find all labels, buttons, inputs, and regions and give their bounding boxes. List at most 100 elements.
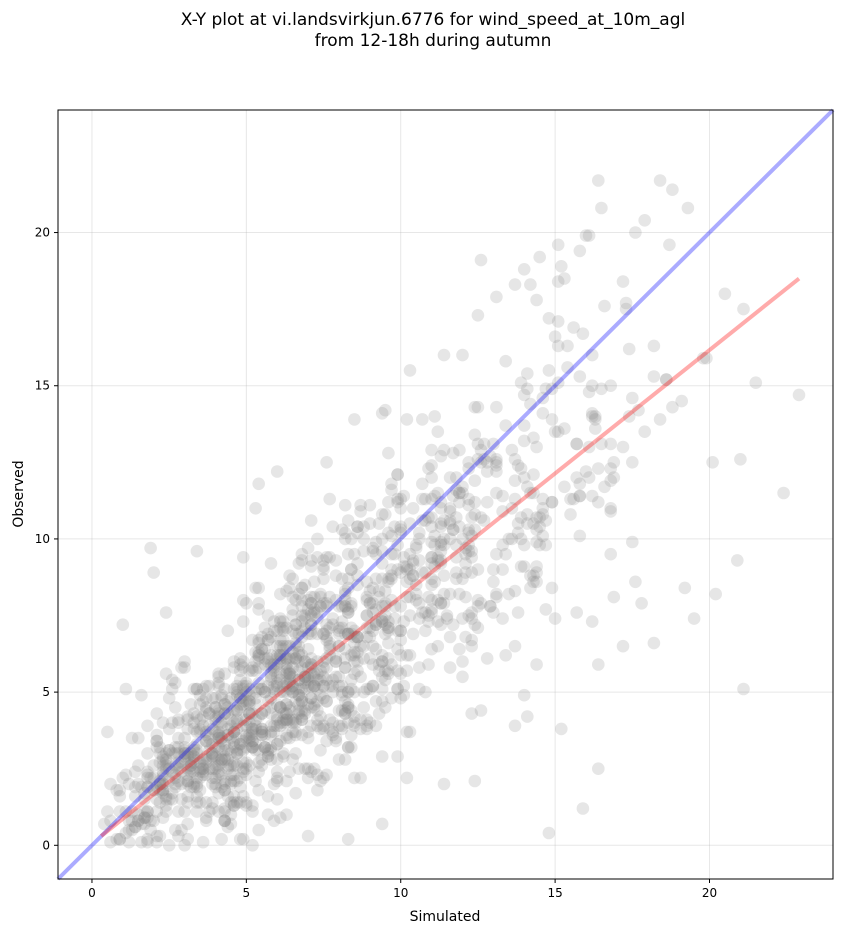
scatter-point <box>187 777 201 791</box>
scatter-point <box>471 309 485 322</box>
scatter-point <box>270 737 284 751</box>
scatter-point <box>280 621 293 635</box>
scatter-point <box>320 633 333 647</box>
scatter-point <box>169 768 182 782</box>
scatter-point <box>144 814 157 828</box>
scatter-point <box>379 584 392 598</box>
scatter-point <box>237 756 250 769</box>
scatter-point <box>280 584 293 598</box>
scatter-point <box>190 682 204 696</box>
scatter-point <box>561 361 574 374</box>
scatter-point <box>308 679 321 693</box>
y-tick: 20 <box>35 226 58 240</box>
scatter-point <box>468 508 482 521</box>
scatter-point <box>465 707 479 720</box>
scatter-point <box>545 495 559 509</box>
scatter-point <box>252 661 265 674</box>
scatter-point <box>128 790 142 803</box>
scatter-point <box>255 682 269 696</box>
scatter-point <box>289 652 303 665</box>
scatter-point <box>270 698 284 711</box>
scatter-point <box>403 563 417 576</box>
scatter-point <box>425 606 438 619</box>
scatter-point <box>341 627 355 641</box>
scatter-point <box>178 747 191 760</box>
scatter-point <box>159 805 173 818</box>
scatter-point <box>227 756 241 769</box>
scatter-point <box>295 695 309 708</box>
scatter-point <box>400 725 414 739</box>
scatter-point <box>419 514 432 527</box>
scatter-point <box>511 517 525 530</box>
scatter-point <box>221 695 235 708</box>
scatter-point <box>237 695 250 708</box>
scatter-point <box>237 734 250 748</box>
scatter-point <box>517 263 531 276</box>
scatter-point <box>215 753 228 766</box>
scatter-point <box>366 658 380 671</box>
scatter-point <box>338 707 352 720</box>
scatter-point <box>681 201 695 215</box>
scatter-point <box>527 468 540 481</box>
scatter-point <box>237 593 250 607</box>
scatter-point <box>267 615 281 628</box>
chart-title: X-Y plot at vi.landsvirkjun.6776 for win… <box>181 10 685 51</box>
scatter-point <box>582 229 596 242</box>
scatter-point <box>304 597 318 610</box>
scatter-point <box>348 710 361 723</box>
scatter-point <box>443 587 457 601</box>
scatter-point <box>551 339 565 353</box>
scatter-point <box>329 670 343 684</box>
scatter-point <box>425 642 438 656</box>
scatter-point <box>375 407 389 420</box>
scatter-point <box>199 725 213 739</box>
scatter-point <box>286 670 300 684</box>
scatter-point <box>326 685 340 699</box>
scatter-point <box>320 652 333 665</box>
scatter-point <box>292 639 306 653</box>
scatter-point <box>413 661 426 674</box>
scatter-point <box>227 774 241 788</box>
scatter-point <box>329 731 343 745</box>
scatter-point <box>218 814 231 828</box>
scatter-point <box>280 667 293 680</box>
scatter-point <box>332 600 346 613</box>
scatter-point <box>425 557 438 570</box>
scatter-point <box>341 832 355 846</box>
scatter-point <box>622 410 636 423</box>
scatter-point <box>237 615 250 628</box>
scatter-point <box>366 679 380 693</box>
scatter-point <box>517 471 531 484</box>
scatter-point <box>348 636 361 650</box>
x-tick-label: 10 <box>393 886 408 900</box>
scatter-point <box>718 287 732 301</box>
scatter-point <box>379 618 392 631</box>
scatter-point <box>323 679 337 693</box>
scatter-point <box>341 701 355 714</box>
grid-lines <box>58 110 833 879</box>
scatter-point <box>419 606 432 619</box>
scatter-point <box>604 462 617 475</box>
scatter-point <box>391 682 404 696</box>
scatter-point <box>261 744 275 757</box>
scatter-point <box>292 649 306 662</box>
scatter-point <box>301 762 315 775</box>
scatter-point <box>218 774 231 788</box>
scatter-point <box>598 299 611 313</box>
scatter-point <box>437 777 451 791</box>
scatter-point <box>283 664 296 677</box>
scatter-point <box>471 593 485 607</box>
scatter-point <box>141 835 154 849</box>
scatter-point <box>255 707 269 720</box>
scatter-point <box>317 627 330 641</box>
scatter-point <box>246 741 259 754</box>
scatter-point <box>298 578 312 592</box>
scatter-point <box>413 597 426 610</box>
scatter-point <box>206 771 219 785</box>
scatter-point <box>264 719 278 733</box>
scatter-point <box>156 765 170 779</box>
scatter-point <box>237 688 250 702</box>
scatter-point <box>227 741 241 754</box>
scatter-point <box>255 725 269 739</box>
scatter-point <box>604 474 617 488</box>
